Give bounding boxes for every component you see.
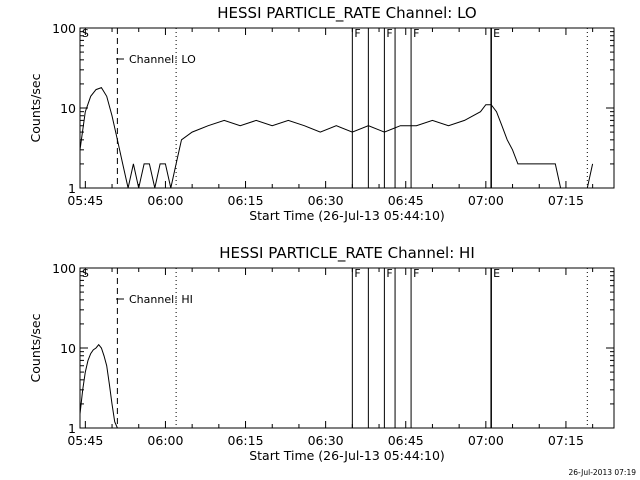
flag-label: F — [354, 27, 360, 40]
x-tick-label: 07:15 — [548, 433, 584, 448]
chart-title: HESSI PARTICLE_RATE Channel: LO — [217, 4, 476, 23]
series-line — [80, 343, 118, 428]
y-tick-label: 1 — [68, 421, 76, 436]
x-axis-label: Start Time (26-Jul-13 05:44:10) — [249, 448, 445, 463]
chart-title: HESSI PARTICLE_RATE Channel: HI — [219, 244, 475, 263]
x-tick-label: 06:15 — [228, 193, 264, 208]
chart-panel-1: HESSI PARTICLE_RATE Channel: LO 05:45 06:0… — [28, 4, 615, 223]
legend-entry: Channel: LO — [129, 53, 196, 66]
flag-label: F — [386, 267, 392, 280]
y-tick-label: 100 — [52, 21, 76, 36]
x-tick-label: 07:00 — [468, 433, 504, 448]
plot-frame — [79, 267, 615, 429]
x-tick-label: 05:45 — [67, 193, 103, 208]
series-line — [80, 86, 594, 188]
x-tick-label: 06:45 — [388, 433, 424, 448]
y-tick-label: 10 — [60, 341, 76, 356]
y-tick-label: 10 — [60, 101, 76, 116]
s-marker-label: S — [82, 267, 89, 280]
y-tick-label: 1 — [68, 181, 76, 196]
x-tick-label: 07:00 — [468, 193, 504, 208]
y-axis-label: Counts/sec — [28, 313, 43, 382]
flag-label: F — [386, 27, 392, 40]
flag-label: F — [413, 267, 419, 280]
flag-label: F — [354, 267, 360, 280]
x-axis-label: Start Time (26-Jul-13 05:44:10) — [249, 208, 445, 223]
footer-timestamp: 26-Jul-2013 07:19 — [568, 468, 636, 477]
x-tick-label: 06:15 — [228, 433, 264, 448]
x-tick-label: 06:00 — [147, 193, 183, 208]
x-tick-label: 06:00 — [147, 433, 183, 448]
x-tick-label: 06:30 — [308, 193, 344, 208]
s-marker-label: S — [82, 27, 89, 40]
chart-panel-2: HESSI PARTICLE_RATE Channel: HI 05:45 06:0… — [28, 244, 615, 463]
y-axis-label: Counts/sec — [28, 73, 43, 142]
legend-entry: Channel: HI — [129, 293, 193, 306]
x-tick-label: 07:15 — [548, 193, 584, 208]
x-tick-label: 05:45 — [67, 433, 103, 448]
y-tick-label: 100 — [52, 261, 76, 276]
end-marker-label: E — [493, 27, 500, 40]
x-tick-label: 06:45 — [388, 193, 424, 208]
x-tick-label: 06:30 — [308, 433, 344, 448]
flag-label: F — [413, 27, 419, 40]
end-marker-label: E — [493, 267, 500, 280]
